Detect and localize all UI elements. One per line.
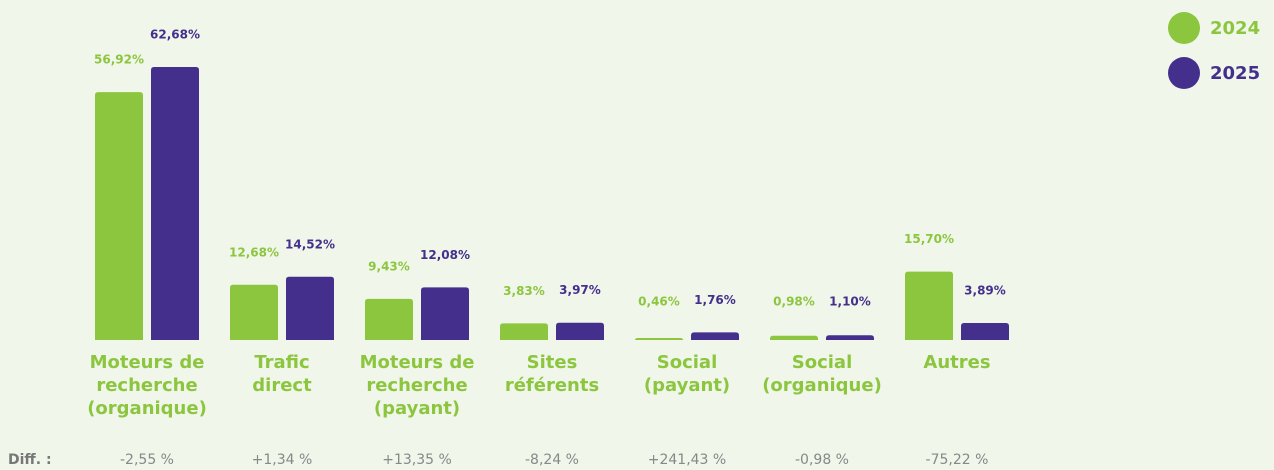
x-tick-label: Social (payant): [644, 352, 730, 396]
value-label: 0,46%: [638, 295, 680, 309]
value-label: 56,92%: [94, 53, 144, 67]
diff-label: +13,35 %: [382, 452, 452, 468]
value-label: 3,97%: [559, 283, 601, 297]
value-label: 12,08%: [420, 248, 470, 262]
value-label: 14,52%: [285, 237, 335, 251]
diff-label: +1,34 %: [252, 452, 313, 468]
diff-label: -2,55 %: [120, 452, 174, 468]
value-label: 1,10%: [829, 295, 871, 309]
bar: [635, 337, 683, 340]
legend-swatch: [1168, 12, 1200, 44]
diff-label: -0,98 %: [795, 452, 849, 468]
bar: [961, 323, 1009, 340]
value-label: 3,83%: [503, 284, 545, 298]
bar: [365, 298, 413, 340]
x-tick-label: Social (organique): [762, 352, 882, 396]
bar: [151, 67, 199, 340]
bar: [556, 322, 604, 340]
bar: [230, 284, 278, 340]
x-tick-label: Moteurs de recherche (payant): [360, 352, 475, 419]
value-label: 1,76%: [694, 293, 736, 307]
value-label: 9,43%: [368, 259, 410, 273]
value-label: 15,70%: [904, 232, 954, 246]
legend-label: 2024: [1210, 18, 1260, 39]
value-label: 12,68%: [229, 245, 279, 259]
bar: [95, 92, 143, 340]
diff-label: -8,24 %: [525, 452, 579, 468]
bar: [770, 335, 818, 340]
bar: [826, 335, 874, 340]
diff-label: -75,22 %: [926, 452, 989, 468]
legend-swatch: [1168, 57, 1200, 89]
legend-label: 2025: [1210, 63, 1260, 84]
x-tick-label: Moteurs de recherche (organique): [87, 352, 207, 419]
value-label: 0,98%: [773, 295, 815, 309]
bar: [691, 332, 739, 340]
x-tick-label: Trafic direct: [252, 352, 312, 396]
diff-title: Diff. :: [8, 452, 52, 468]
x-tick-label: Autres: [923, 352, 990, 373]
value-label: 3,89%: [964, 284, 1006, 298]
bar: [500, 323, 548, 340]
bar: [286, 276, 334, 340]
bar: [905, 271, 953, 340]
bar: [421, 287, 469, 340]
x-tick-label: Sites référents: [505, 352, 599, 396]
value-label: 62,68%: [150, 28, 200, 42]
diff-label: +241,43 %: [648, 452, 726, 468]
